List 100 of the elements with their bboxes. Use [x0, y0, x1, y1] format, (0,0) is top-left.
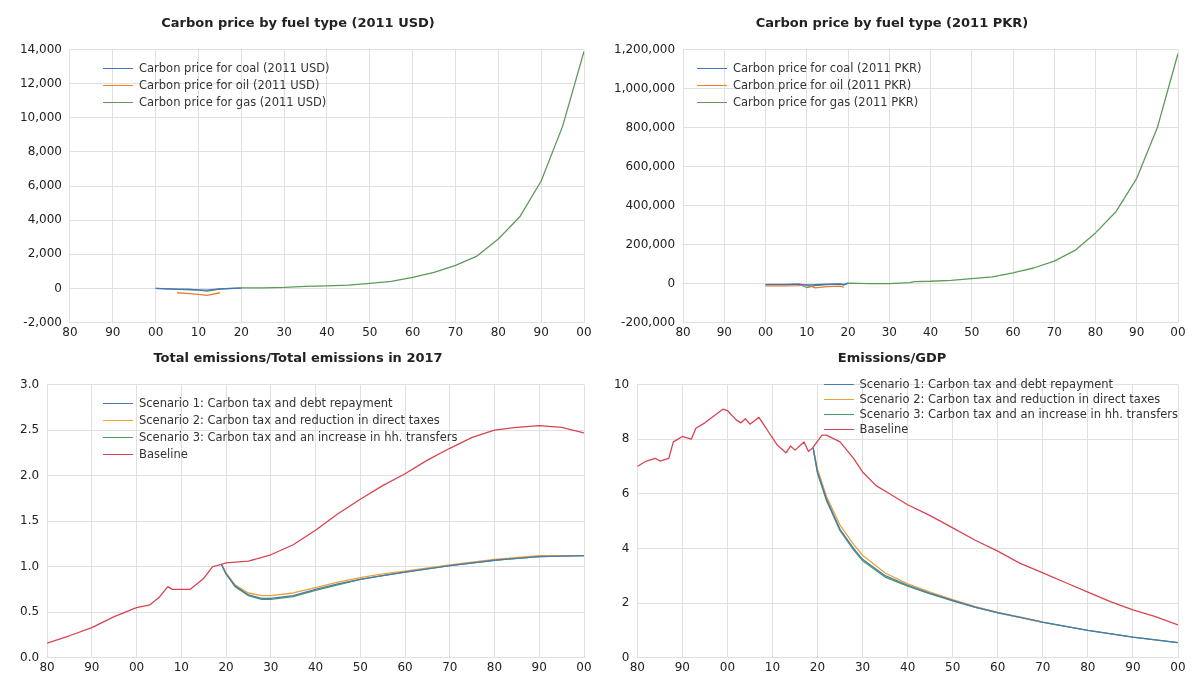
- x-tick-label: 20: [840, 324, 856, 339]
- x-tick-label: 60: [405, 324, 421, 339]
- x-tick-label: 30: [263, 659, 279, 674]
- y-tick-label: 0.5: [19, 604, 40, 619]
- y-tick-label: 800,000: [625, 119, 676, 134]
- legend-label: Carbon price for oil (2011 PKR): [733, 77, 912, 94]
- x-tick-label: 00: [757, 324, 774, 339]
- x-tick-label: 90: [1129, 324, 1145, 339]
- legend-label: Scenario 1: Carbon tax and debt repayment: [859, 377, 1114, 392]
- x-tick-label: 80: [39, 659, 55, 674]
- x-tick-label: 70: [447, 324, 464, 339]
- x-tick-label: 20: [233, 324, 249, 339]
- x-tick-label: 40: [307, 659, 324, 674]
- x-tick-label: 00: [128, 659, 145, 674]
- chart-title: Carbon price by fuel type (2011 PKR): [755, 15, 1029, 31]
- x-tick-label: 90: [84, 659, 100, 674]
- x-tick-label: 80: [486, 659, 503, 674]
- x-tick-label: 50: [945, 659, 961, 674]
- x-tick-label: 00: [1170, 324, 1186, 339]
- x-tick-label: 30: [854, 659, 871, 674]
- x-tick-label: 20: [809, 659, 826, 674]
- y-tick-label: 8: [621, 431, 630, 446]
- y-tick-label: 4,000: [27, 212, 62, 227]
- x-tick-label: 00: [1170, 659, 1186, 674]
- x-tick-label: 10: [799, 324, 815, 339]
- x-tick-label: 80: [629, 659, 645, 674]
- x-tick-label: 90: [105, 324, 121, 339]
- y-tick-label: 12,000: [19, 75, 62, 90]
- y-tick-label: 1,000,000: [613, 80, 676, 95]
- y-tick-label: 6,000: [27, 178, 62, 193]
- legend-label: Carbon price for oil (2011 USD): [139, 77, 320, 94]
- y-tick-label: 0: [54, 280, 62, 295]
- legend-label: Carbon price for coal (2011 USD): [139, 60, 330, 77]
- x-tick-label: 20: [218, 659, 234, 674]
- x-tick-label: 50: [964, 324, 980, 339]
- legend-label: Carbon price for coal (2011 PKR): [733, 60, 922, 77]
- x-tick-label: 60: [397, 659, 413, 674]
- x-tick-label: 80: [490, 324, 506, 339]
- x-tick-label: 80: [62, 324, 78, 339]
- legend-label: Baseline: [859, 422, 909, 437]
- x-tick-label: 80: [1080, 659, 1096, 674]
- legend-label: Scenario 2: Carbon tax and reduction in direct taxes: [139, 412, 440, 429]
- y-tick-label: 2: [621, 595, 630, 610]
- x-tick-label: 60: [1005, 324, 1021, 339]
- x-tick-label: 80: [1087, 324, 1104, 339]
- y-tick-label: 10: [613, 376, 630, 391]
- y-tick-label: 4: [621, 540, 630, 555]
- x-tick-label: 30: [881, 324, 897, 339]
- chart-title: Total emissions/Total emissions in 2017: [153, 350, 443, 366]
- y-tick-label: 3.0: [19, 376, 40, 391]
- x-tick-label: 10: [173, 659, 189, 674]
- x-tick-label: 90: [1125, 659, 1141, 674]
- legend-label: Baseline: [139, 446, 188, 463]
- x-tick-label: 00: [576, 659, 592, 674]
- y-tick-label: 1.5: [19, 513, 40, 528]
- y-tick-label: 400,000: [625, 197, 676, 212]
- x-tick-label: 10: [190, 324, 207, 339]
- x-tick-label: 70: [1046, 324, 1062, 339]
- x-tick-label: 70: [1035, 659, 1051, 674]
- x-tick-label: 00: [148, 324, 164, 339]
- x-tick-label: 00: [576, 324, 592, 339]
- x-tick-label: 90: [716, 324, 732, 339]
- legend-label: Scenario 2: Carbon tax and reduction in direct taxes: [859, 392, 1161, 407]
- x-tick-label: 50: [362, 324, 378, 339]
- y-tick-label: 0.0: [19, 649, 40, 664]
- x-tick-label: 60: [990, 659, 1006, 674]
- y-tick-label: 200,000: [625, 236, 676, 251]
- y-tick-label: 1.0: [19, 558, 40, 573]
- y-tick-label: 1,200,000: [613, 41, 676, 56]
- chart-title: Carbon price by fuel type (2011 USD): [161, 15, 435, 31]
- legend-label: Scenario 1: Carbon tax and debt repayment: [139, 395, 393, 412]
- x-tick-label: 30: [276, 324, 292, 339]
- x-tick-label: 90: [674, 659, 690, 674]
- x-tick-label: 80: [675, 324, 691, 339]
- y-tick-label: -200,000: [621, 314, 676, 329]
- x-tick-label: 40: [922, 324, 939, 339]
- y-tick-label: 0: [667, 275, 676, 290]
- y-tick-label: 8,000: [27, 144, 62, 159]
- y-tick-label: 2.0: [19, 467, 40, 482]
- x-tick-label: 00: [719, 659, 736, 674]
- y-tick-label: 2.5: [19, 422, 40, 437]
- x-tick-label: 70: [442, 659, 458, 674]
- x-tick-label: 40: [319, 324, 335, 339]
- x-tick-label: 90: [533, 324, 549, 339]
- legend-label: Carbon price for gas (2011 USD): [139, 94, 327, 111]
- x-tick-label: 10: [764, 659, 781, 674]
- y-tick-label: 6: [621, 485, 630, 500]
- x-tick-label: 90: [531, 659, 547, 674]
- y-tick-label: 2,000: [27, 246, 62, 261]
- chart-title: Emissions/GDP: [837, 350, 947, 366]
- legend-label: Carbon price for gas (2011 PKR): [733, 94, 919, 111]
- y-tick-label: 10,000: [19, 109, 62, 124]
- legend-label: Scenario 3: Carbon tax and an increase in hh. transfers: [859, 407, 1178, 422]
- legend-label: Scenario 3: Carbon tax and an increase in hh. transfers: [139, 429, 458, 446]
- y-tick-label: 14,000: [19, 41, 62, 56]
- x-tick-label: 40: [899, 659, 916, 674]
- x-tick-label: 50: [352, 659, 368, 674]
- y-tick-label: -2,000: [23, 314, 62, 329]
- y-tick-label: 600,000: [625, 158, 676, 173]
- y-tick-label: 0: [621, 649, 630, 664]
